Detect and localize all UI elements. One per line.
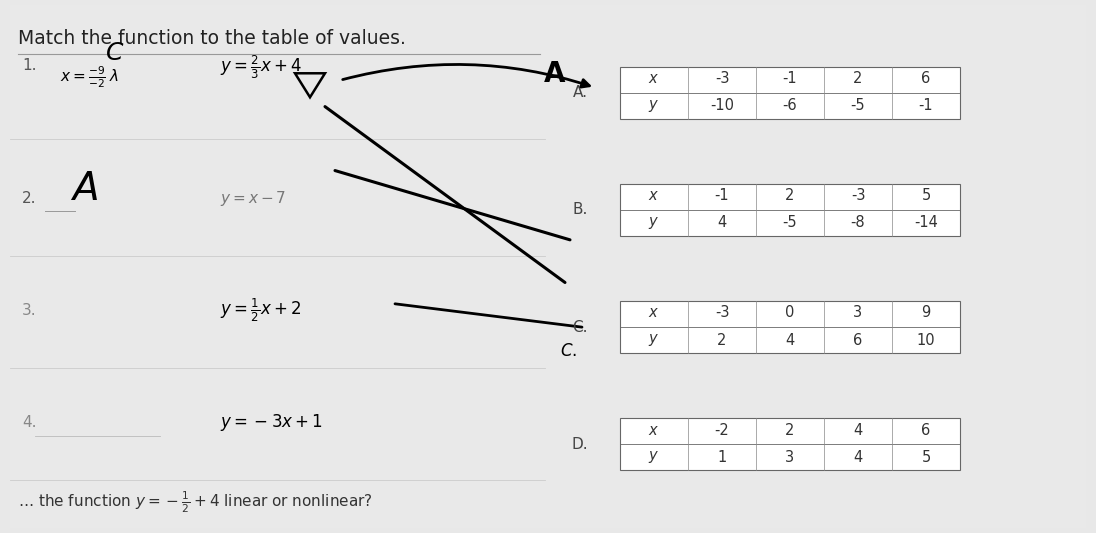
Text: A.: A. [573, 85, 587, 100]
Text: $y$: $y$ [649, 215, 660, 231]
Text: 5: 5 [922, 450, 931, 465]
Text: -3: -3 [715, 71, 729, 86]
Text: -1: -1 [715, 188, 729, 203]
Bar [620, 301, 960, 353]
Text: $x = \frac{-9}{-2}\;\lambda$: $x = \frac{-9}{-2}\;\lambda$ [60, 64, 119, 90]
Text: $C.$: $C.$ [560, 342, 576, 360]
Text: 1: 1 [718, 450, 727, 465]
Text: 5: 5 [922, 188, 931, 203]
Text: -5: -5 [850, 98, 866, 113]
Text: 4: 4 [718, 215, 727, 230]
Text: $y = \frac{1}{2}x + 2$: $y = \frac{1}{2}x + 2$ [220, 297, 301, 324]
Text: -3: -3 [850, 188, 865, 203]
Text: -1: -1 [918, 98, 934, 113]
Text: $y = -3x + 1$: $y = -3x + 1$ [220, 412, 323, 433]
Text: -6: -6 [783, 98, 797, 113]
Bar [620, 418, 960, 471]
Text: 2: 2 [786, 188, 795, 203]
Text: $\ldots$ the function $y = -\frac{1}{2} + 4$ linear or nonlinear?: $\ldots$ the function $y = -\frac{1}{2} … [18, 489, 373, 515]
Text: 0: 0 [786, 305, 795, 320]
Text: 4: 4 [854, 423, 863, 438]
Text: 4: 4 [786, 333, 795, 348]
Text: $y$: $y$ [649, 98, 660, 114]
Text: $A$: $A$ [70, 169, 98, 207]
Text: C.: C. [572, 320, 587, 335]
Text: $x$: $x$ [649, 305, 660, 320]
Text: -14: -14 [914, 215, 938, 230]
Text: $x$: $x$ [649, 188, 660, 203]
Text: 6: 6 [854, 333, 863, 348]
Text: $\mathbf{A}$: $\mathbf{A}$ [544, 61, 567, 88]
Bar [620, 67, 960, 119]
Text: $y = x - 7$: $y = x - 7$ [220, 189, 286, 208]
Text: -8: -8 [850, 215, 866, 230]
Bar [620, 184, 960, 236]
Text: 10: 10 [916, 333, 935, 348]
Text: $y = \frac{2}{3}x + 4$: $y = \frac{2}{3}x + 4$ [220, 54, 302, 81]
Text: 9: 9 [922, 305, 931, 320]
Text: 6: 6 [922, 71, 931, 86]
Text: 6: 6 [922, 423, 931, 438]
Text: 1.: 1. [22, 58, 36, 73]
Text: 3.: 3. [22, 303, 36, 318]
Text: $x$: $x$ [649, 423, 660, 438]
Text: -3: -3 [715, 305, 729, 320]
Text: 2: 2 [717, 333, 727, 348]
Text: 2: 2 [786, 423, 795, 438]
Text: -2: -2 [715, 423, 729, 438]
Text: -1: -1 [783, 71, 797, 86]
Text: 3: 3 [786, 450, 795, 465]
Text: $C$: $C$ [105, 41, 124, 65]
Text: 4.: 4. [22, 415, 36, 430]
Text: 2: 2 [854, 71, 863, 86]
Text: -10: -10 [710, 98, 734, 113]
Text: Match the function to the table of values.: Match the function to the table of value… [18, 28, 406, 47]
Text: 2.: 2. [22, 191, 36, 206]
Text: 3: 3 [854, 305, 863, 320]
Text: $x$: $x$ [649, 71, 660, 86]
Text: $y$: $y$ [649, 449, 660, 465]
Text: B.: B. [572, 203, 587, 217]
Text: -5: -5 [783, 215, 797, 230]
Text: $y$: $y$ [649, 332, 660, 348]
Text: 4: 4 [854, 450, 863, 465]
Text: D.: D. [571, 437, 587, 452]
